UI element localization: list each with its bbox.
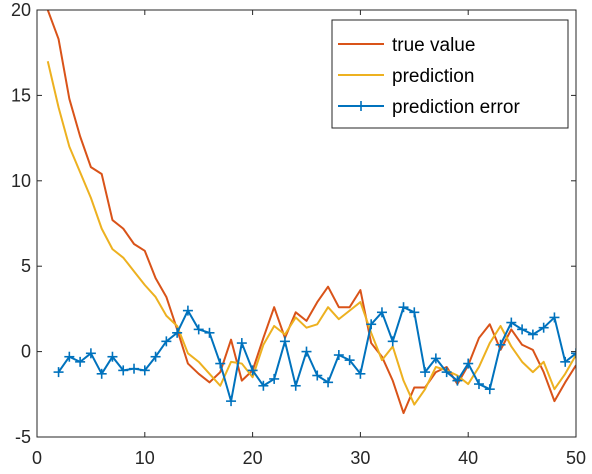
data-point-marker	[312, 370, 323, 381]
data-point-marker	[376, 307, 387, 318]
data-point-marker	[258, 380, 269, 391]
legend-marker	[356, 101, 366, 111]
legend-label: prediction	[392, 66, 474, 87]
legend-label: prediction error	[392, 97, 520, 118]
data-point-marker	[527, 329, 538, 340]
data-point-marker	[182, 305, 193, 316]
data-point-marker	[473, 379, 484, 390]
data-point-marker	[441, 367, 452, 378]
data-point-marker	[204, 327, 215, 338]
plot-box	[36, 9, 577, 438]
data-point-marker	[323, 377, 334, 388]
data-point-marker	[398, 302, 409, 313]
data-point-marker	[226, 396, 237, 407]
data-point-marker	[96, 368, 107, 379]
data-point-marker	[118, 365, 129, 376]
series-2	[53, 302, 576, 407]
y-tick-label: 0	[21, 342, 31, 362]
legend-entry: true value	[338, 35, 475, 56]
data-point-marker	[247, 365, 258, 376]
data-point-marker	[355, 368, 366, 379]
data-point-marker	[430, 353, 441, 364]
data-point-marker	[279, 336, 290, 347]
data-point-marker	[495, 339, 506, 350]
data-point-marker	[517, 324, 528, 335]
data-point-marker	[236, 338, 247, 349]
series-1	[46, 61, 576, 406]
data-point-marker	[107, 351, 118, 362]
legend-entry: prediction	[338, 66, 474, 87]
data-point-marker	[549, 312, 560, 323]
data-point-marker	[53, 367, 64, 378]
legend-entry: prediction error	[338, 97, 520, 118]
data-point-marker	[420, 367, 431, 378]
series-layer	[46, 10, 576, 415]
data-point-marker	[366, 319, 377, 330]
data-point-marker	[64, 351, 75, 362]
legend: true value prediction prediction error	[331, 19, 569, 129]
x-tick-label: 0	[32, 448, 42, 468]
y-tick-label: -5	[15, 427, 31, 447]
data-point-marker	[301, 346, 312, 357]
y-tick-label: 5	[21, 256, 31, 276]
x-tick-label: 30	[350, 448, 370, 468]
data-point-marker	[409, 307, 420, 318]
data-point-marker	[269, 373, 280, 384]
data-point-marker	[333, 350, 344, 361]
x-tick-label: 20	[243, 448, 263, 468]
data-point-marker	[75, 356, 86, 367]
data-point-marker	[150, 351, 161, 362]
legend-label: true value	[392, 35, 475, 56]
series-line	[46, 61, 576, 406]
y-tick-label: 10	[11, 171, 31, 191]
data-point-marker	[571, 348, 576, 359]
series-line	[46, 10, 576, 415]
data-point-marker	[290, 380, 301, 391]
x-tick-label: 10	[135, 448, 155, 468]
data-point-marker	[193, 324, 204, 335]
data-point-marker	[139, 365, 150, 376]
data-point-marker	[85, 348, 96, 359]
data-point-marker	[538, 322, 549, 333]
data-point-marker	[463, 358, 474, 369]
data-point-marker	[452, 375, 463, 386]
data-point-marker	[344, 355, 355, 366]
data-point-marker	[506, 317, 517, 328]
data-point-marker	[129, 363, 140, 374]
y-tick-label: 15	[11, 85, 31, 105]
data-point-marker	[215, 358, 226, 369]
y-tick-label: 20	[11, 0, 31, 20]
data-point-marker	[161, 336, 172, 347]
series-0	[46, 10, 576, 415]
data-point-marker	[484, 384, 495, 395]
data-point-marker	[172, 327, 183, 338]
data-point-marker	[560, 356, 571, 367]
x-tick-label: 50	[566, 448, 586, 468]
x-tick-label: 40	[458, 448, 478, 468]
data-point-marker	[387, 336, 398, 347]
